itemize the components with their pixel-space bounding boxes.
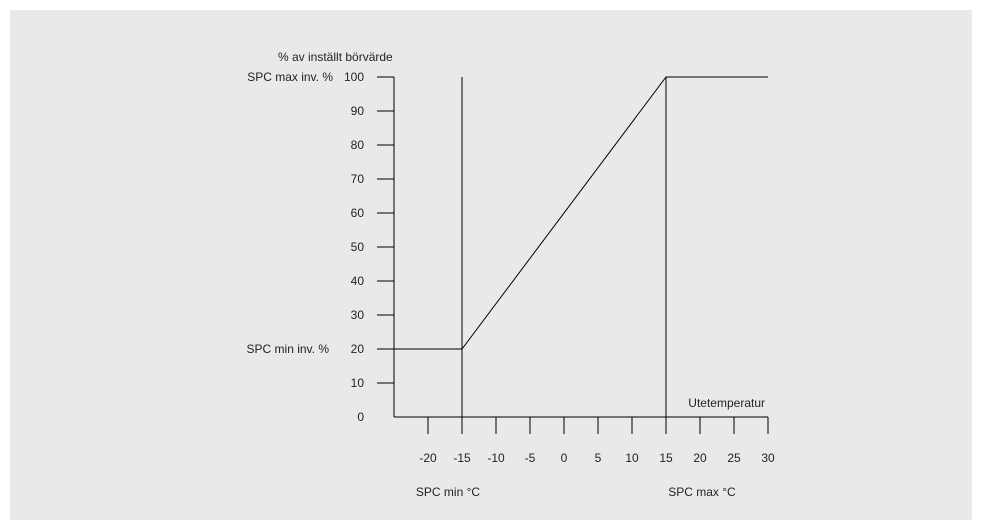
y-ticks: 0 10 20 30 40 50 60 70 80 90 100	[344, 70, 394, 424]
y-tick-label-60: 60	[351, 206, 365, 220]
x-tick-label--20: -20	[419, 451, 437, 465]
y-tick-label-90: 90	[351, 104, 365, 118]
x-tick-label-25: 25	[727, 451, 741, 465]
x-tick-label--15: -15	[453, 451, 471, 465]
series-line-0	[394, 76, 768, 350]
x-tick-label-0: 0	[561, 451, 568, 465]
chart-axes	[393, 77, 768, 418]
chart-panel	[10, 10, 972, 520]
x-tick-label--10: -10	[487, 451, 505, 465]
chart-lines	[394, 76, 768, 417]
x-tick-label-20: 20	[693, 451, 707, 465]
y-tick-label-30: 30	[351, 308, 365, 322]
x-tick-label-5: 5	[595, 451, 602, 465]
x-tick-label-10: 10	[625, 451, 639, 465]
chart-labels: % av inställt börvärde Utetemperatur SPC…	[247, 50, 765, 499]
spc-min-inv-label: SPC min inv. %	[247, 342, 330, 356]
y-tick-label-100: 100	[344, 70, 364, 84]
spc-max-inv-label: SPC max inv. %	[247, 70, 333, 84]
y-tick-label-50: 50	[351, 240, 365, 254]
spc-min-c-label: SPC min °C	[416, 485, 480, 499]
x-tick-label-30: 30	[761, 451, 775, 465]
y-tick-label-40: 40	[351, 274, 365, 288]
y-tick-label-10: 10	[351, 376, 365, 390]
x-tick-label--5: -5	[525, 451, 536, 465]
y-tick-label-20: 20	[351, 342, 365, 356]
y-tick-label-70: 70	[351, 172, 365, 186]
y-axis-label: % av inställt börvärde	[278, 50, 393, 64]
x-ticks: -20 -15 -10 -5 0 5 10 15 20 25 30	[419, 417, 775, 465]
y-tick-label-80: 80	[351, 138, 365, 152]
spc-max-c-label: SPC max °C	[668, 485, 736, 499]
y-tick-label-0: 0	[357, 410, 364, 424]
x-axis-label: Utetemperatur	[688, 396, 765, 410]
x-tick-label-15: 15	[659, 451, 673, 465]
